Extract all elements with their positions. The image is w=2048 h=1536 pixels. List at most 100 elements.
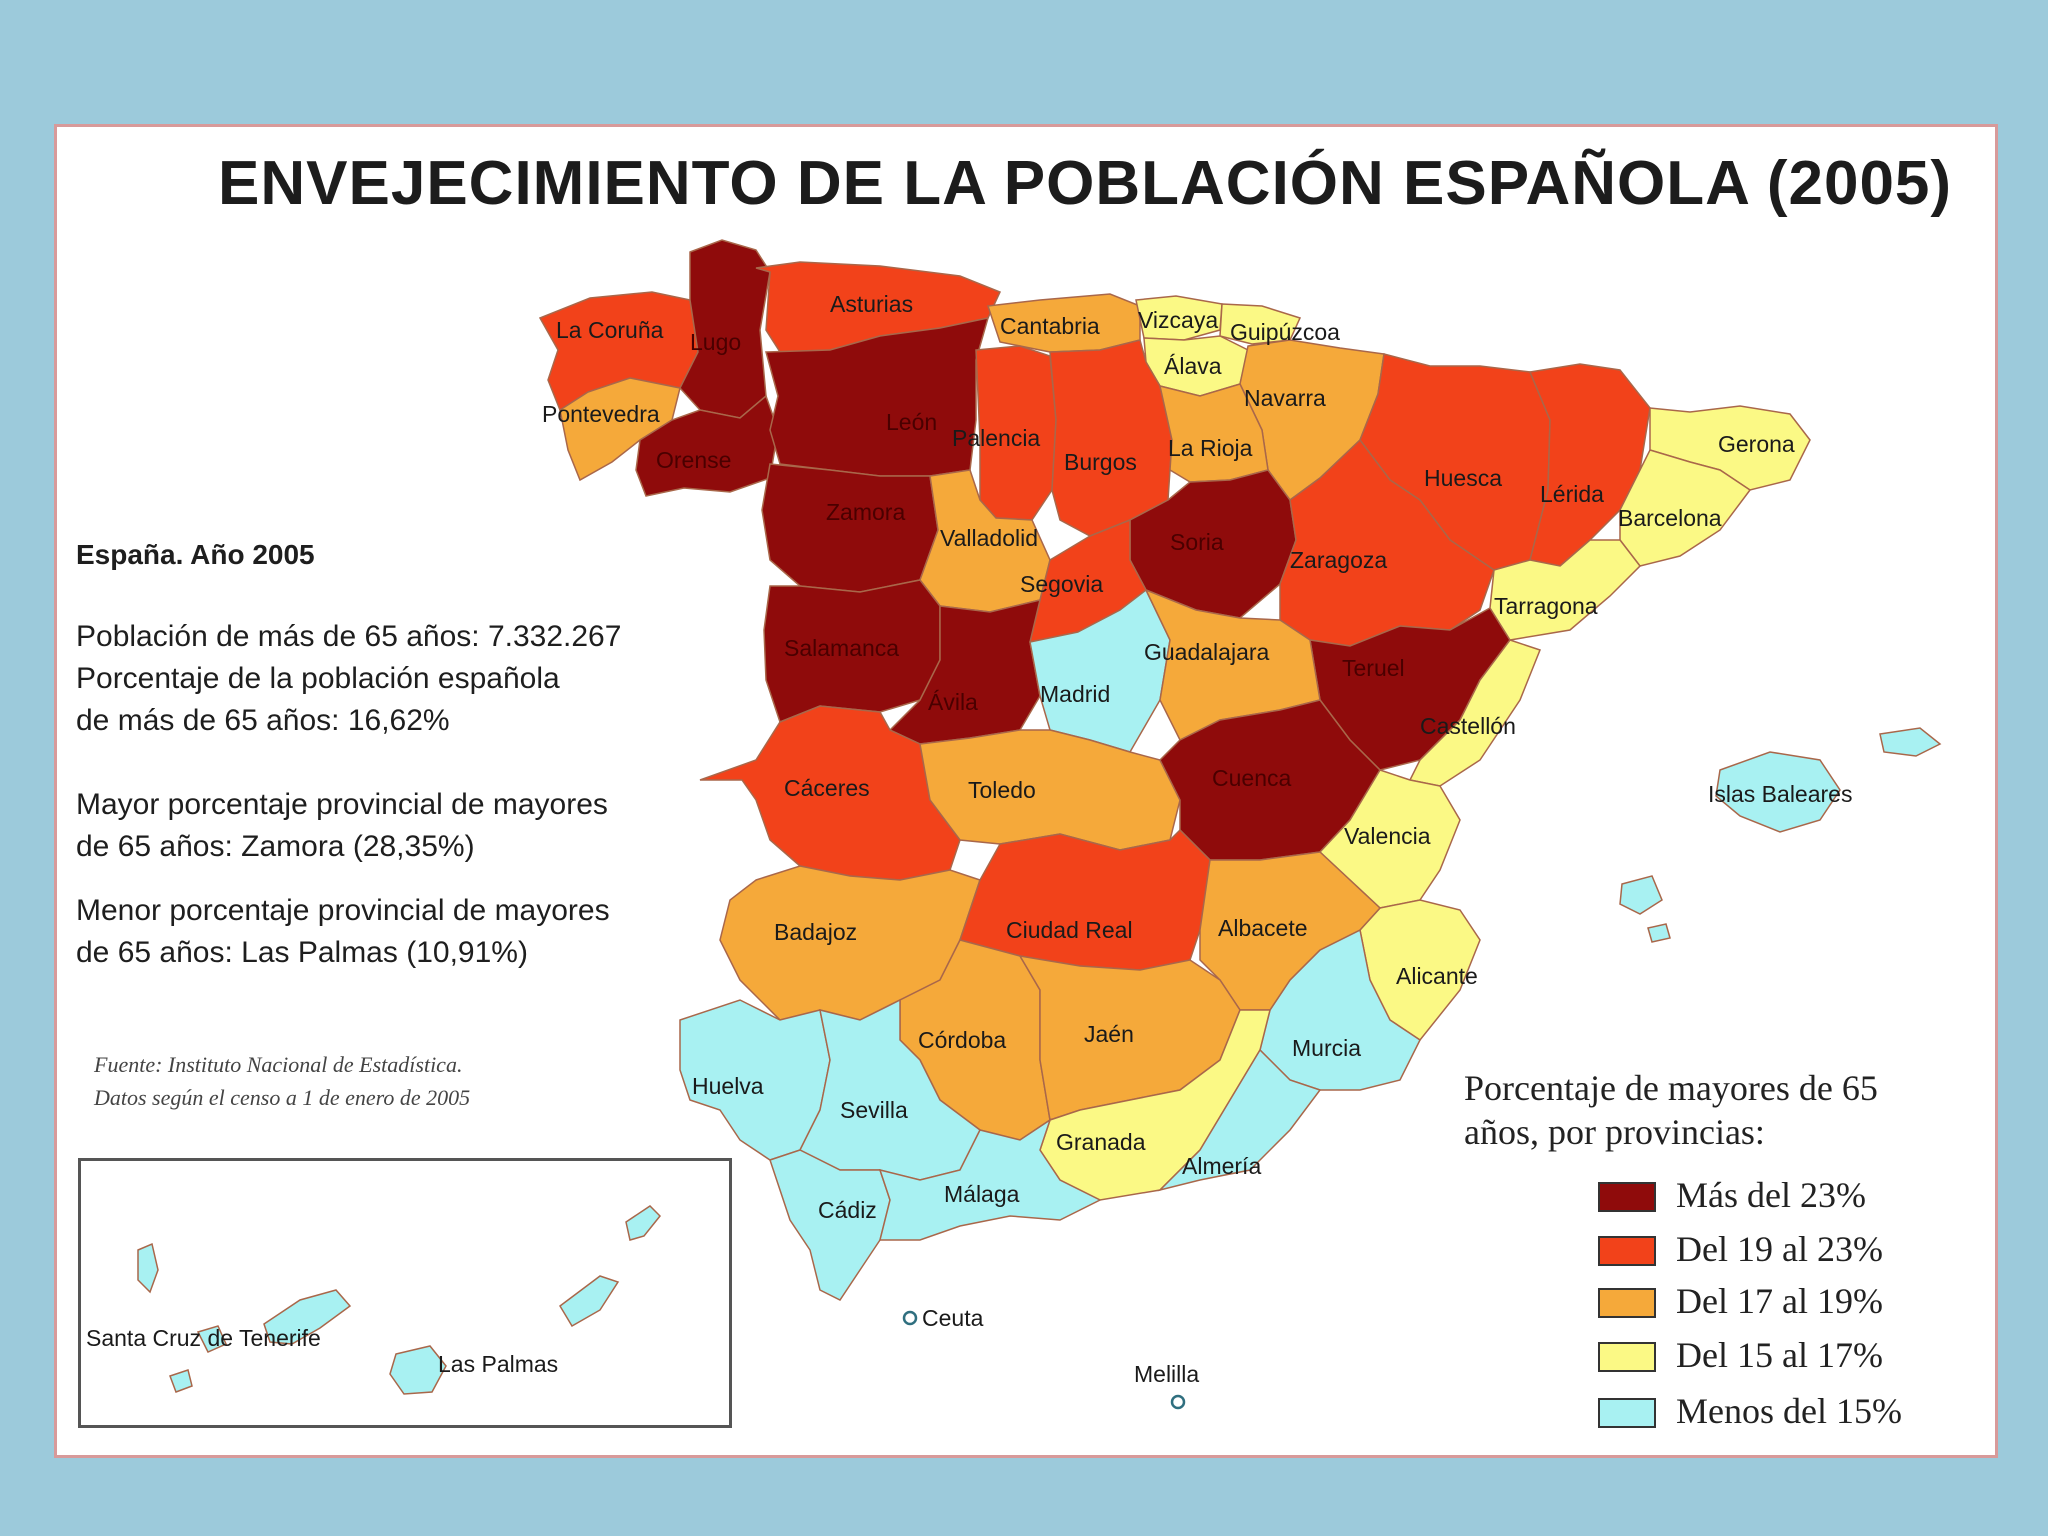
label-madrid: Madrid <box>1040 681 1110 707</box>
label-valencia: Valencia <box>1344 823 1431 849</box>
label-huesca: Huesca <box>1424 465 1502 491</box>
island-la-palma <box>137 1242 159 1294</box>
province-zaragoza <box>1279 438 1495 647</box>
label-barcelona: Barcelona <box>1618 505 1722 531</box>
stat-percentage-line2: de más de 65 años: 16,62% <box>76 704 450 737</box>
legend-label: Del 15 al 17% <box>1676 1335 1883 1375</box>
legend-swatch <box>1598 1182 1656 1212</box>
province-lerida <box>1528 363 1651 567</box>
label-granada: Granada <box>1056 1129 1146 1155</box>
source-line1: Fuente: Instituto Nacional de Estadístic… <box>94 1052 463 1077</box>
label-guadalajara: Guadalajara <box>1144 639 1270 665</box>
label-navarra: Navarra <box>1244 385 1326 411</box>
province-ciudad-real <box>959 828 1211 971</box>
label-las-palmas: Las Palmas <box>438 1351 558 1377</box>
label-castellon: Castellón <box>1420 713 1516 739</box>
label-caceres: Cáceres <box>784 775 870 801</box>
label-palencia: Palencia <box>952 425 1040 451</box>
label-huelva: Huelva <box>692 1073 764 1099</box>
label-segovia: Segovia <box>1020 571 1103 597</box>
label-ceuta: Ceuta <box>922 1305 984 1331</box>
label-cordoba: Córdoba <box>918 1027 1006 1053</box>
label-la-coruna: La Coruña <box>556 317 664 343</box>
province-palencia <box>975 345 1057 521</box>
label-soria: Soria <box>1170 529 1224 555</box>
label-ciudad-real: Ciudad Real <box>1006 917 1133 943</box>
label-cuenca: Cuenca <box>1212 765 1291 791</box>
province-ibiza <box>1619 875 1663 915</box>
stat-percentage-line1: Porcentaje de la población española <box>76 662 560 695</box>
legend-swatch <box>1598 1236 1656 1266</box>
stat-max-line1: Mayor porcentaje provincial de mayores <box>76 788 608 821</box>
label-albacete: Albacete <box>1218 915 1308 941</box>
province-almeria <box>1157 1048 1322 1192</box>
legend-title: Porcentaje de mayores de 65 años, por pr… <box>1464 1066 1878 1154</box>
ceuta-marker <box>902 1310 918 1326</box>
province-orense <box>635 394 779 497</box>
label-vizcaya: Vizcaya <box>1138 307 1218 333</box>
legend-swatch <box>1598 1288 1656 1318</box>
legend-title-line2: años, por provincias: <box>1464 1112 1765 1152</box>
label-toledo: Toledo <box>968 777 1036 803</box>
province-mallorca <box>1715 751 1841 833</box>
province-formentera <box>1647 923 1671 943</box>
stat-max-line2: de 65 años: Zamora (28,35%) <box>76 830 475 863</box>
legend-label: Más del 23% <box>1676 1175 1866 1215</box>
label-islas-baleares: Islas Baleares <box>1708 781 1852 807</box>
province-malaga <box>878 1118 1102 1241</box>
province-tarragona <box>1489 539 1641 641</box>
label-orense: Orense <box>656 447 731 473</box>
legend-label: Del 17 al 19% <box>1676 1281 1883 1321</box>
island-la-gomera <box>196 1325 227 1353</box>
melilla-marker <box>1170 1394 1186 1410</box>
label-badajoz: Badajoz <box>774 919 857 945</box>
stat-min-line2: de 65 años: Las Palmas (10,91%) <box>76 936 528 969</box>
label-valladolid: Valladolid <box>940 525 1038 551</box>
legend-label: Del 19 al 23% <box>1676 1229 1883 1269</box>
label-tarragona: Tarragona <box>1494 593 1598 619</box>
label-santa-cruz: Santa Cruz de Tenerife <box>86 1325 321 1351</box>
legend-title-line1: Porcentaje de mayores de 65 <box>1464 1068 1878 1108</box>
label-burgos: Burgos <box>1064 449 1137 475</box>
label-cantabria: Cantabria <box>1000 313 1100 339</box>
label-guipuzcoa: Guipúzcoa <box>1230 319 1340 345</box>
label-pontevedra: Pontevedra <box>542 401 660 427</box>
label-murcia: Murcia <box>1292 1035 1361 1061</box>
map-title: ENVEJECIMIENTO DE LA POBLACIÓN ESPAÑOLA … <box>218 149 1953 218</box>
province-zamora <box>761 463 939 593</box>
label-alava: Álava <box>1164 353 1222 379</box>
island-gran-canaria <box>389 1345 447 1395</box>
label-zaragoza: Zaragoza <box>1290 547 1387 573</box>
label-melilla: Melilla <box>1134 1361 1199 1387</box>
label-jaen: Jaén <box>1084 1021 1134 1047</box>
stat-population: Población de más de 65 años: 7.332.267 <box>76 620 622 653</box>
label-lugo: Lugo <box>690 329 741 355</box>
label-salamanca: Salamanca <box>784 635 899 661</box>
island-tenerife <box>263 1289 352 1345</box>
island-fuerteventura <box>559 1275 620 1328</box>
label-gerona: Gerona <box>1718 431 1795 457</box>
province-menorca <box>1879 727 1942 757</box>
legend-swatch <box>1598 1342 1656 1372</box>
legend-swatch <box>1598 1398 1656 1428</box>
province-albacete <box>1199 851 1382 1011</box>
label-alicante: Alicante <box>1396 963 1478 989</box>
legend-label: Menos del 15% <box>1676 1391 1902 1431</box>
stat-min-line1: Menor porcentaje provincial de mayores <box>76 894 610 927</box>
label-almeria: Almería <box>1182 1153 1261 1179</box>
province-toledo <box>919 729 1181 851</box>
source-line2: Datos según el censo a 1 de enero de 200… <box>94 1085 471 1110</box>
label-leon: León <box>886 409 937 435</box>
label-avila: Ávila <box>928 689 978 715</box>
label-zamora: Zamora <box>826 499 905 525</box>
label-teruel: Teruel <box>1342 655 1405 681</box>
label-asturias: Asturias <box>830 291 913 317</box>
label-cadiz: Cádiz <box>818 1197 877 1223</box>
label-la-rioja: La Rioja <box>1168 435 1253 461</box>
label-lerida: Lérida <box>1540 481 1604 507</box>
label-malaga: Málaga <box>944 1181 1020 1207</box>
island-el-hierro <box>169 1369 193 1393</box>
stats-heading: España. Año 2005 <box>76 539 315 570</box>
label-sevilla: Sevilla <box>840 1097 908 1123</box>
